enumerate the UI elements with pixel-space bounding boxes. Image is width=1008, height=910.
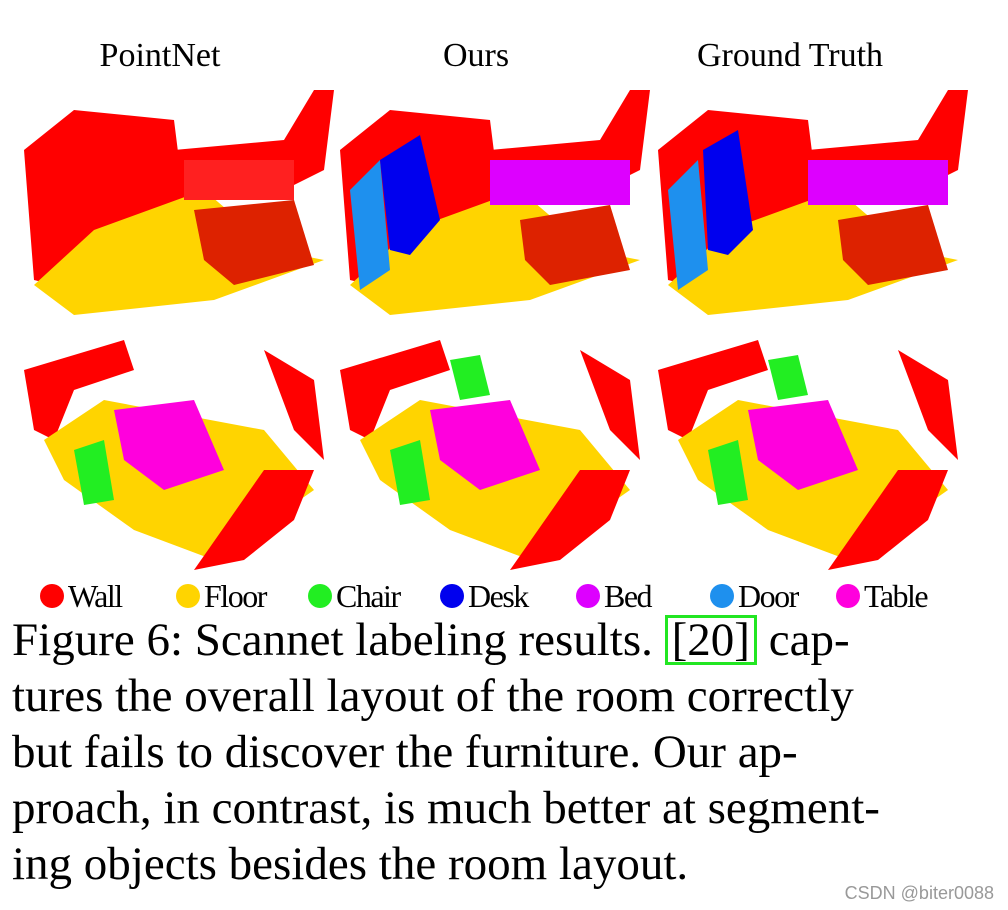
chair-region [450,355,490,400]
wall-region [24,340,134,440]
legend-dot [836,584,860,608]
cabinet-region [184,160,294,200]
door-region [668,160,708,290]
legend-label: Floor [204,578,267,614]
wall-region [898,350,958,460]
caption-line: but fails to discover the furniture. Our… [12,726,798,778]
caption-line: tures the overall layout of the room cor… [12,670,854,722]
scene-a-ours [340,90,650,315]
legend-item-door: Door [710,576,799,616]
legend-label: Desk [468,578,529,614]
caption-text: cap- [756,614,850,666]
bed-region [808,160,948,205]
scene-a-ground-truth [658,90,968,315]
wall-region [194,470,314,570]
legend-dot [440,584,464,608]
caption-text: Figure 6: Scannet labeling results. [12,614,665,666]
scene-b-pointnet [24,340,324,570]
scene-b-ours [340,340,640,570]
legend: Wall Floor Chair Desk Bed Door Table [40,576,1000,616]
wall-region [194,200,314,285]
legend-item-desk: Desk [440,576,529,616]
column-title-ours: Ours [442,37,510,74]
table-region [430,400,540,490]
chair-region [74,440,114,505]
legend-label: Chair [336,578,401,614]
caption-line: ing objects besides the room layout. [12,838,689,890]
caption-line: proach, in contrast, is much better at s… [12,782,880,834]
legend-label: Wall [68,578,123,614]
legend-label: Table [864,578,929,614]
chair-region [708,440,748,505]
legend-dot [176,584,200,608]
citation-link[interactable]: [20] [664,615,757,665]
floor-region [350,190,640,315]
scene-a-pointnet [24,90,334,315]
bed-region [490,160,630,205]
figure-caption: Figure 6: Scannet labeling results. [20]… [12,612,972,892]
table-region [748,400,858,490]
floor-region [668,190,958,315]
wall-region [264,350,324,460]
wall-region [340,340,450,440]
table-region [114,400,224,490]
scene-b-ground-truth [658,340,958,570]
wall-region [520,205,630,285]
legend-dot [576,584,600,608]
legend-dot [40,584,64,608]
legend-dot [308,584,332,608]
legend-item-floor: Floor [176,576,267,616]
legend-label: Bed [604,578,653,614]
chair-region [390,440,430,505]
wall-region [838,205,948,285]
caption-line: Figure 6: Scannet labeling results. [20]… [12,612,972,668]
door-region [350,160,390,290]
floor-region [34,190,324,315]
legend-item-wall: Wall [40,576,123,616]
chair-region [768,355,808,400]
legend-item-table: Table [836,576,929,616]
legend-item-bed: Bed [576,576,653,616]
watermark: CSDN @biter0088 [844,883,994,903]
wall-region [658,340,768,440]
wall-region [510,470,630,570]
wall-region [828,470,948,570]
desk-region [703,130,753,255]
legend-dot [710,584,734,608]
wall-region [580,350,640,460]
legend-label: Door [738,578,799,614]
column-title-pointnet: PointNet [99,37,221,74]
legend-item-chair: Chair [308,576,401,616]
desk-region [380,135,440,255]
column-title-ground-truth: Ground Truth [696,37,884,74]
wall-region [24,110,184,290]
